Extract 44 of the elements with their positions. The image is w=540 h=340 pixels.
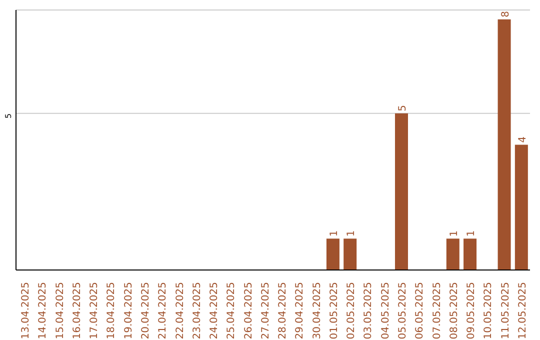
x-tick-label: 16.04.2025	[72, 282, 83, 340]
x-tick-label: 21.04.2025	[158, 282, 169, 340]
data-label: 8	[500, 11, 512, 18]
bar	[498, 19, 511, 270]
bar	[514, 144, 528, 270]
x-tick-label: 08.05.2025	[448, 282, 460, 340]
data-label: 5	[397, 105, 408, 112]
data-label: 1	[448, 230, 460, 237]
bar	[446, 238, 460, 270]
x-tick-label: 20.04.2025	[140, 282, 152, 340]
x-tick-label: 03.05.2025	[363, 282, 374, 340]
x-tick-label: 05.05.2025	[398, 282, 408, 340]
x-tick-label: 02.05.2025	[346, 282, 358, 340]
x-tick-label: 24.04.2025	[209, 282, 220, 340]
x-tick-label: 09.05.2025	[466, 282, 478, 340]
x-tick-label: 22.04.2025	[174, 282, 186, 340]
x-tick-label: 13.04.2025	[20, 282, 32, 340]
x-tick-label: 25.04.2025	[226, 282, 238, 340]
data-label: 1	[328, 230, 340, 237]
x-tick-label: 15.04.2025	[54, 282, 66, 340]
x-tick-label: 14.04.2025	[38, 282, 49, 340]
x-tick-label: 23.04.2025	[192, 282, 203, 340]
bar	[394, 113, 408, 270]
bar	[464, 238, 477, 270]
data-label: 1	[346, 230, 358, 237]
x-tick-label: 27.04.2025	[260, 282, 272, 340]
x-tick-label: 26.04.2025	[243, 282, 254, 340]
data-label: 4	[517, 136, 528, 143]
x-tick-label: 04.05.2025	[380, 282, 392, 340]
x-tick-label: 19.04.2025	[123, 282, 134, 340]
bar	[326, 238, 340, 270]
x-tick-label: 29.04.2025	[294, 282, 306, 340]
x-tick-label: 17.04.2025	[89, 282, 100, 340]
x-tick-label: 06.05.2025	[414, 282, 426, 340]
x-tick-label: 11.05.2025	[500, 282, 512, 340]
x-tick-label: 12.05.2025	[517, 282, 528, 340]
x-tick-label: 18.04.2025	[106, 282, 118, 340]
x-tick-label: 01.05.2025	[328, 282, 340, 340]
bar	[344, 238, 357, 270]
x-tick-label: 30.04.2025	[312, 282, 323, 340]
x-tick-label: 07.05.2025	[432, 282, 443, 340]
x-tick-label: 28.04.2025	[278, 282, 289, 340]
data-label: 1	[466, 230, 478, 237]
x-tick-label: 10.05.2025	[483, 282, 494, 340]
